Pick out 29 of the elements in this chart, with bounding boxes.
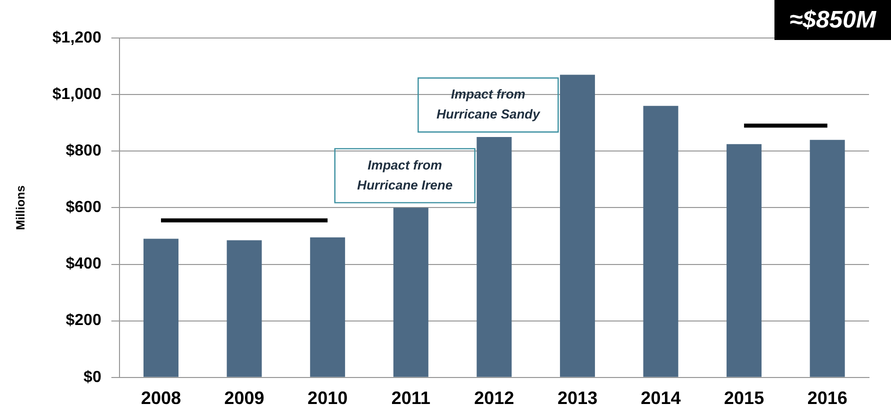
x-tick-label: 2012: [474, 388, 514, 408]
y-tick-label: $1,200: [52, 29, 102, 46]
annotation: Impact from Hurricane Irene: [357, 157, 453, 192]
x-tick-label: 2013: [557, 388, 598, 408]
bar: [393, 208, 428, 377]
x-tick-label: 2008: [140, 388, 182, 408]
bar: [560, 74, 595, 377]
bar: [143, 238, 178, 377]
x-tick-label: 2016: [807, 388, 848, 408]
y-tick-label: $0: [84, 368, 102, 386]
bar: [310, 237, 346, 377]
text: ≈$850M: [789, 6, 878, 34]
bar: [643, 106, 678, 377]
annotation: Impact from Hurricane Sandy: [436, 86, 541, 122]
bar: [476, 136, 512, 377]
bar: [726, 144, 762, 377]
y-tick-label: $200: [66, 312, 102, 330]
y-tick-label: $800: [66, 142, 102, 160]
bar: [810, 140, 845, 377]
x-tick-label: 2015: [724, 388, 764, 408]
y-tick-label: $600: [66, 199, 102, 216]
y-tick-label: $400: [66, 256, 102, 273]
x-tick-label: 2009: [224, 388, 264, 408]
x-tick-label: 2010: [308, 388, 348, 408]
x-tick-label: 2011: [391, 388, 430, 408]
y-axis-title: Millions: [14, 185, 28, 230]
bar: [226, 240, 262, 377]
x-tick-label: 2014: [640, 388, 681, 408]
y-tick-label: $1,000: [52, 86, 102, 103]
